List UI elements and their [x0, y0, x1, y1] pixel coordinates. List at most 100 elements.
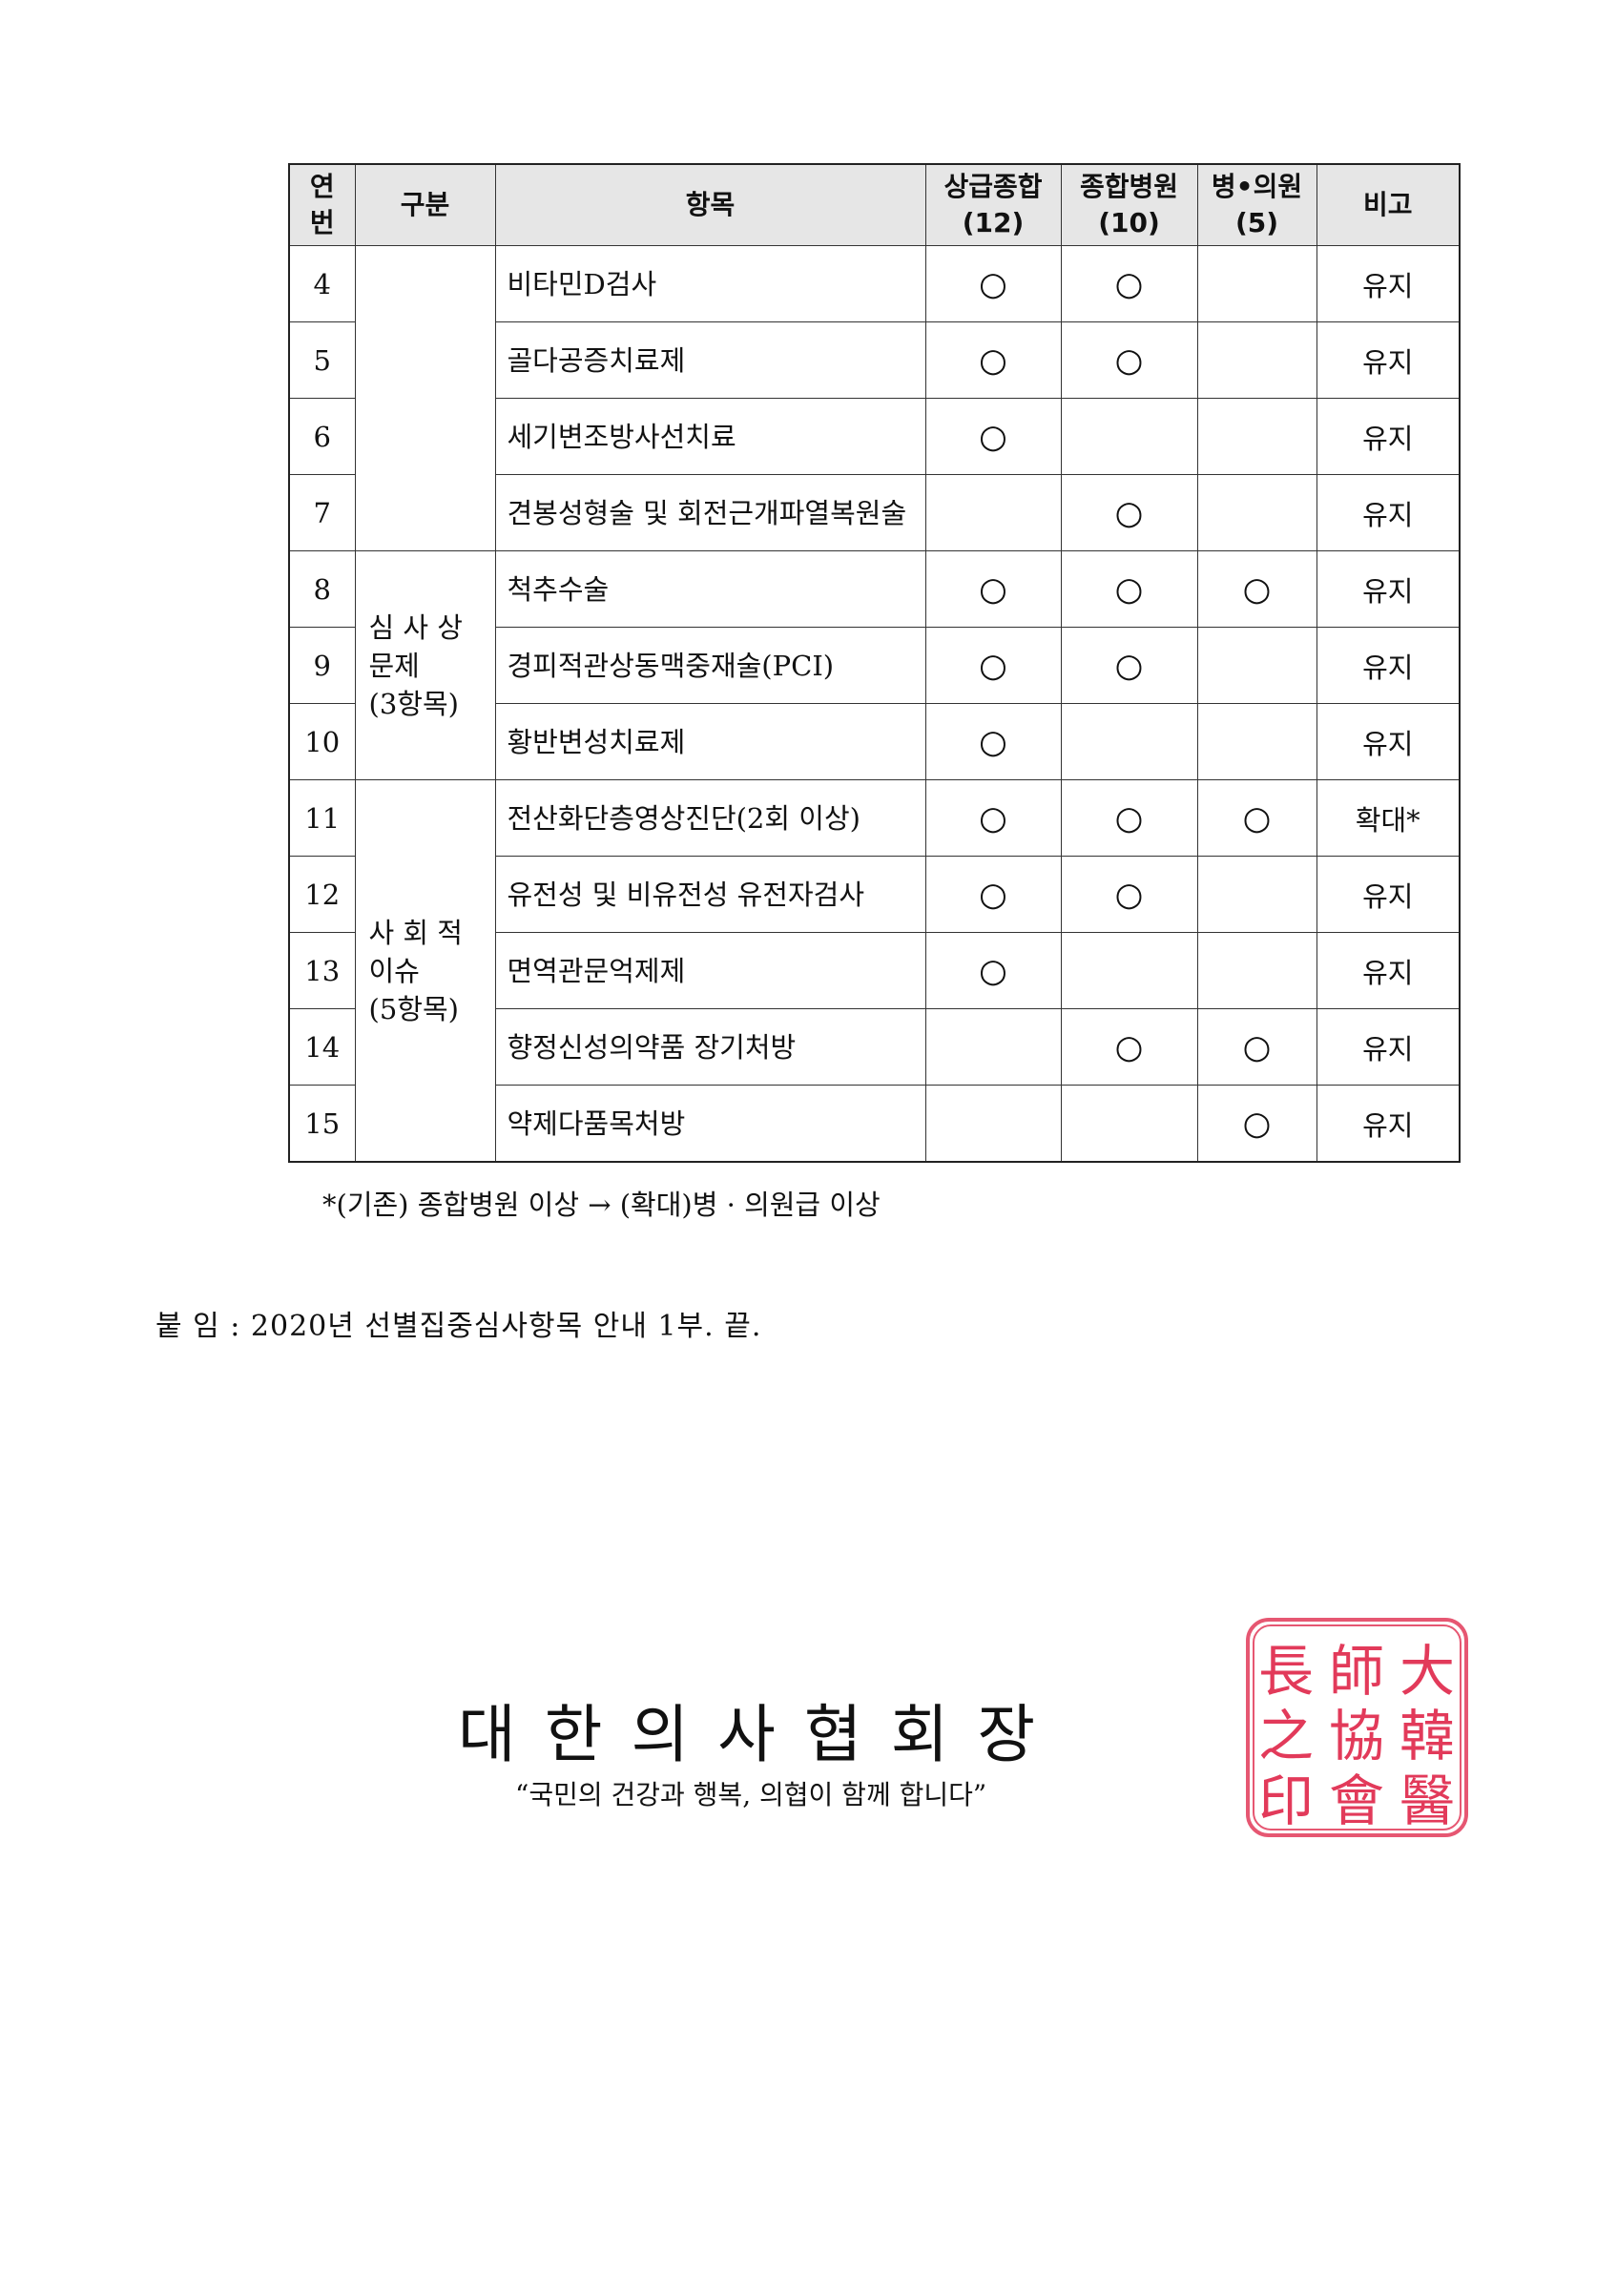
note-cell: 유지 — [1316, 398, 1461, 475]
seal-glyph: 會 — [1329, 1769, 1384, 1833]
row-number: 4 — [288, 245, 356, 322]
seal-glyph: 醫 — [1399, 1769, 1455, 1833]
seal-glyph: 之 — [1258, 1704, 1314, 1769]
general-mark: ○ — [1060, 474, 1198, 551]
note-cell: 유지 — [1316, 321, 1461, 399]
item-name: 약제다품목처방 — [494, 1085, 926, 1163]
category-cell — [354, 245, 496, 551]
general-mark: ○ — [1060, 779, 1198, 857]
seal-glyph: 長 — [1258, 1639, 1314, 1704]
item-name: 견봉성형술 및 회전근개파열복원술 — [494, 474, 926, 551]
screening-items-table: 연 번 구분 항목 상급종합 (12) 종합병원 (10) 병•의원 (5) 비고 4 비타민… — [288, 163, 1461, 1163]
table-row: 10 황반변성치료제 ○ 유지 — [288, 703, 1461, 780]
row-number: 7 — [288, 474, 356, 551]
header-tertiary: 상급종합 (12) — [924, 163, 1062, 246]
header-item: 항목 — [494, 163, 926, 246]
clinic-mark — [1196, 321, 1317, 399]
seal-glyph: 韓 — [1399, 1704, 1455, 1769]
tertiary-mark: ○ — [924, 550, 1062, 628]
seal-glyph: 協 — [1329, 1704, 1384, 1769]
clinic-mark: ○ — [1196, 779, 1317, 857]
header-general: 종합병원 (10) — [1060, 163, 1198, 246]
signature-title: 대한의사협회장 — [458, 1698, 1065, 1771]
note-cell: 확대* — [1316, 779, 1461, 857]
table-row: 5 골다공증치료제 ○ ○ 유지 — [288, 321, 1461, 399]
general-mark — [1060, 398, 1198, 475]
item-name: 경피적관상동맥중재술(PCI) — [494, 627, 926, 704]
row-number: 8 — [288, 550, 356, 628]
item-name: 세기변조방사선치료 — [494, 398, 926, 475]
row-number: 9 — [288, 627, 356, 704]
seal-glyph: 大 — [1399, 1639, 1455, 1704]
tertiary-mark — [924, 1085, 1062, 1163]
table-row: 9 경피적관상동맥중재술(PCI) ○ ○ 유지 — [288, 627, 1461, 704]
clinic-mark — [1196, 932, 1317, 1009]
attachment-line: 붙 임 : 2020년 선별집중심사항목 안내 1부. 끝. — [155, 1310, 762, 1343]
general-mark: ○ — [1060, 627, 1198, 704]
general-mark — [1060, 932, 1198, 1009]
clinic-mark: ○ — [1196, 1008, 1317, 1086]
table-row: 11 사 회 적 이슈 (5항목) 전산화단층영상진단(2회 이상) ○ ○ ○ 확대* — [288, 779, 1461, 1163]
note-cell: 유지 — [1316, 245, 1461, 322]
tertiary-mark — [924, 474, 1062, 551]
note-cell: 유지 — [1316, 1008, 1461, 1086]
row-number: 12 — [288, 856, 356, 933]
clinic-mark — [1196, 245, 1317, 322]
official-seal: 大韓醫 師協會 長之印 — [1246, 1618, 1468, 1837]
item-name: 면역관문억제제 — [494, 932, 926, 1009]
item-name: 향정신성의약품 장기처방 — [494, 1008, 926, 1086]
seal-glyph: 師 — [1329, 1639, 1384, 1704]
general-mark: ○ — [1060, 550, 1198, 628]
clinic-mark — [1196, 856, 1317, 933]
general-mark — [1060, 1085, 1198, 1163]
table-row: 14 향정신성의약품 장기처방 ○ ○ 유지 — [288, 1008, 1461, 1086]
signature-slogan: “국민의 건강과 행복, 의협이 함께 합니다” — [515, 1779, 987, 1810]
category-cell: 심 사 상 문제 (3항목) — [354, 550, 496, 780]
note-cell: 유지 — [1316, 932, 1461, 1009]
row-number: 5 — [288, 321, 356, 399]
item-name: 골다공증치료제 — [494, 321, 926, 399]
tertiary-mark: ○ — [924, 856, 1062, 933]
table-row: 4 비타민D검사 ○ ○ 유지 — [288, 245, 1461, 551]
table-row: 7 견봉성형술 및 회전근개파열복원술 ○ 유지 — [288, 474, 1461, 551]
row-number: 11 — [288, 779, 356, 857]
note-cell: 유지 — [1316, 856, 1461, 933]
header-note: 비고 — [1316, 163, 1461, 246]
footnote: *(기존) 종합병원 이상 → (확대)병 · 의원급 이상 — [322, 1189, 881, 1221]
tertiary-mark: ○ — [924, 779, 1062, 857]
clinic-mark — [1196, 703, 1317, 780]
general-mark: ○ — [1060, 321, 1198, 399]
clinic-mark — [1196, 474, 1317, 551]
general-mark — [1060, 703, 1198, 780]
row-number: 13 — [288, 932, 356, 1009]
table-header-row: 연 번 구분 항목 상급종합 (12) 종합병원 (10) 병•의원 (5) 비고 — [288, 163, 1461, 246]
row-number: 14 — [288, 1008, 356, 1086]
clinic-mark: ○ — [1196, 1085, 1317, 1163]
header-category: 구분 — [354, 163, 496, 246]
tertiary-mark: ○ — [924, 321, 1062, 399]
header-clinic: 병•의원 (5) — [1196, 163, 1317, 246]
row-number: 15 — [288, 1085, 356, 1163]
table-row: 13 면역관문억제제 ○ 유지 — [288, 932, 1461, 1009]
tertiary-mark: ○ — [924, 245, 1062, 322]
note-cell: 유지 — [1316, 474, 1461, 551]
general-mark: ○ — [1060, 1008, 1198, 1086]
item-name: 척추수술 — [494, 550, 926, 628]
clinic-mark — [1196, 627, 1317, 704]
note-cell: 유지 — [1316, 703, 1461, 780]
header-no: 연 번 — [288, 163, 356, 246]
item-name: 전산화단층영상진단(2회 이상) — [494, 779, 926, 857]
tertiary-mark: ○ — [924, 932, 1062, 1009]
tertiary-mark — [924, 1008, 1062, 1086]
item-name: 유전성 및 비유전성 유전자검사 — [494, 856, 926, 933]
general-mark: ○ — [1060, 245, 1198, 322]
category-cell: 사 회 적 이슈 (5항목) — [354, 779, 496, 1163]
item-name: 황반변성치료제 — [494, 703, 926, 780]
note-cell: 유지 — [1316, 627, 1461, 704]
seal-glyph: 印 — [1258, 1769, 1314, 1833]
general-mark: ○ — [1060, 856, 1198, 933]
table-row: 6 세기변조방사선치료 ○ 유지 — [288, 398, 1461, 475]
table-row: 15 약제다품목처방 ○ 유지 — [288, 1085, 1461, 1163]
note-cell: 유지 — [1316, 550, 1461, 628]
